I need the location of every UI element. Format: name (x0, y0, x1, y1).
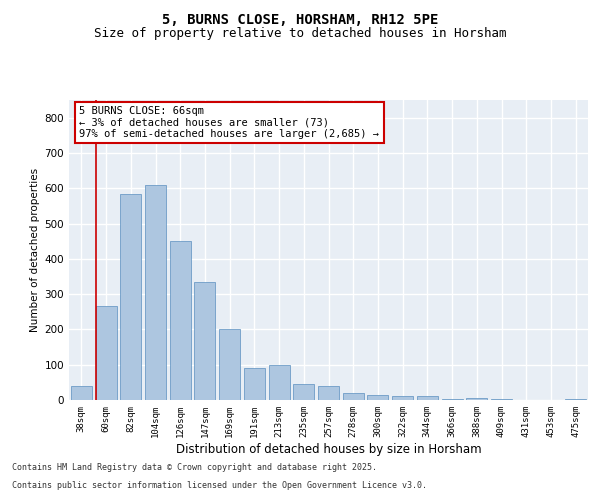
Bar (367, 394, 388, 400)
Bar (120, 194, 141, 400)
Bar (466, 398, 487, 400)
Bar (194, 282, 215, 400)
Bar (145, 184, 166, 400)
Bar (219, 330, 240, 400)
Bar (392, 396, 413, 400)
Bar (417, 396, 438, 400)
Text: Contains HM Land Registry data © Crown copyright and database right 2025.: Contains HM Land Registry data © Crown c… (12, 464, 377, 472)
Bar (318, 386, 339, 400)
Text: 5, BURNS CLOSE, HORSHAM, RH12 5PE: 5, BURNS CLOSE, HORSHAM, RH12 5PE (162, 12, 438, 26)
Bar (565, 399, 586, 400)
Y-axis label: Number of detached properties: Number of detached properties (31, 168, 40, 332)
Text: 5 BURNS CLOSE: 66sqm
← 3% of detached houses are smaller (73)
97% of semi-detach: 5 BURNS CLOSE: 66sqm ← 3% of detached ho… (79, 106, 379, 139)
Bar (293, 384, 314, 400)
Bar (244, 368, 265, 400)
Bar (269, 364, 290, 400)
Text: Contains public sector information licensed under the Open Government Licence v3: Contains public sector information licen… (12, 481, 427, 490)
X-axis label: Distribution of detached houses by size in Horsham: Distribution of detached houses by size … (176, 442, 481, 456)
Bar (343, 393, 364, 400)
Text: Size of property relative to detached houses in Horsham: Size of property relative to detached ho… (94, 28, 506, 40)
Bar (170, 241, 191, 400)
Bar (71, 386, 92, 400)
Bar (95, 306, 116, 400)
